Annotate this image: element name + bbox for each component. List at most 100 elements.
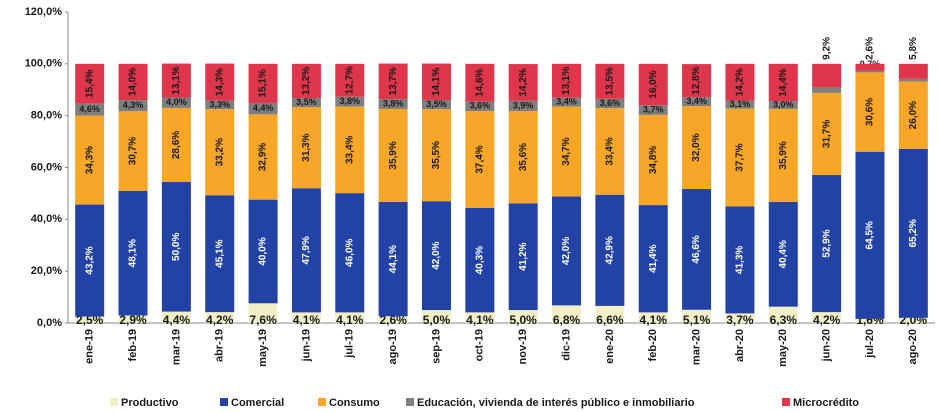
x-tick-label: ene-19 (84, 329, 96, 364)
value-label: 4,6% (79, 104, 100, 114)
value-label: 42,0% (561, 237, 572, 265)
bar-segment (421, 109, 451, 202)
value-label: 2,6% (379, 313, 407, 327)
value-label: 45,1% (214, 239, 225, 267)
value-label: 13,1% (171, 66, 182, 94)
bar-segment (335, 96, 365, 107)
value-label: 6,8% (553, 313, 581, 327)
bar-segment (768, 306, 798, 323)
bar-segment (682, 106, 712, 190)
value-label: 35,9% (388, 141, 399, 169)
value-label: 3,6% (600, 98, 621, 108)
value-label: 14,1% (431, 68, 442, 96)
value-label: 14,4% (778, 68, 789, 96)
value-label: 3,0% (773, 99, 794, 109)
value-label: 50,0% (171, 233, 182, 261)
value-label: 40,0% (258, 237, 269, 265)
value-label: 13,5% (605, 67, 616, 95)
bar-segment (205, 195, 235, 313)
bar-segment (855, 151, 885, 319)
bar-segment (75, 204, 105, 317)
bar-segment (638, 205, 668, 313)
x-tick-label: jun-20 (821, 329, 833, 362)
bar-segment (118, 63, 148, 101)
value-label: 5,8% (908, 37, 919, 60)
y-tick-label: 80,0% (31, 110, 62, 122)
legend-swatch (318, 398, 326, 406)
bar-segment (508, 64, 538, 101)
bar-segment (378, 63, 408, 100)
bar-segment (75, 115, 105, 205)
bar-segment (595, 194, 625, 306)
value-label: 14,3% (214, 68, 225, 96)
value-label: 48,1% (128, 239, 139, 267)
bar-segment (595, 108, 625, 195)
bar-segment (421, 201, 451, 311)
value-label: 3,4% (686, 96, 707, 106)
value-label: 43,2% (84, 246, 95, 274)
legend-label: Microcrédito (793, 397, 859, 409)
value-label: 33,4% (605, 137, 616, 165)
value-label: 30,6% (865, 98, 876, 126)
legend-swatch (782, 398, 790, 406)
bar-segment (465, 111, 495, 208)
x-tick-label: jun-19 (300, 329, 312, 362)
legend-label: Educación, vivienda de interés público e… (417, 397, 695, 409)
value-label: 31,7% (821, 120, 832, 148)
value-label: 37,7% (735, 143, 746, 171)
bar-segment (595, 305, 625, 323)
legend-label: Productivo (121, 397, 179, 409)
x-tick-label: feb-19 (127, 329, 139, 361)
bar-segment (768, 63, 798, 102)
bar-segment (595, 98, 625, 109)
bar-segment (291, 312, 321, 323)
bar-segment (898, 81, 928, 149)
bar-segment (638, 105, 668, 115)
value-label: 64,5% (865, 221, 876, 249)
legend-swatch (110, 398, 118, 406)
value-label: 41,4% (648, 244, 659, 272)
bar-segment (291, 188, 321, 313)
bar-segment (248, 63, 278, 103)
bar-segment (248, 303, 278, 323)
value-label: 2,5% (76, 313, 104, 327)
x-tick-label: ago-19 (387, 329, 399, 364)
value-label: 3,4% (556, 97, 577, 107)
bar-segment (291, 107, 321, 189)
bar-segment (205, 100, 235, 110)
bar-segment (465, 101, 495, 112)
value-label: 6,6% (596, 313, 624, 327)
bar-segment (812, 175, 842, 313)
value-label: 26,0% (908, 101, 919, 129)
value-label: 40,3% (474, 246, 485, 274)
bar-segment (75, 63, 105, 104)
value-label: 65,2% (908, 219, 919, 247)
bar-segment (205, 312, 235, 323)
bar-segment (552, 63, 582, 98)
x-tick-label: ene-20 (604, 329, 616, 364)
bar-segment (725, 100, 755, 109)
value-label: 5,0% (423, 313, 451, 327)
value-label: 3,8% (340, 96, 361, 106)
value-label: 14,0% (128, 68, 139, 96)
bar-segment (768, 108, 798, 202)
x-tick-label: may-20 (777, 329, 789, 367)
bar-segment (812, 92, 842, 176)
value-label: 5,1% (683, 313, 711, 327)
bar-segment (855, 70, 885, 73)
bar-segment (335, 63, 365, 97)
y-tick-label: 20,0% (31, 265, 62, 277)
value-label: 3,5% (296, 97, 317, 107)
x-tick-label: abr-19 (214, 329, 226, 362)
value-label: 4,4% (163, 313, 191, 327)
value-label: 3,8% (383, 98, 404, 108)
bar-segment (378, 201, 408, 317)
bar-segment (508, 203, 538, 311)
value-label: 3,1% (730, 99, 751, 109)
value-label: 35,6% (518, 143, 529, 171)
value-label: 3,6% (470, 101, 491, 111)
bar-segment (638, 63, 668, 106)
bar-segment (682, 309, 712, 323)
value-label: 34,7% (561, 137, 572, 165)
